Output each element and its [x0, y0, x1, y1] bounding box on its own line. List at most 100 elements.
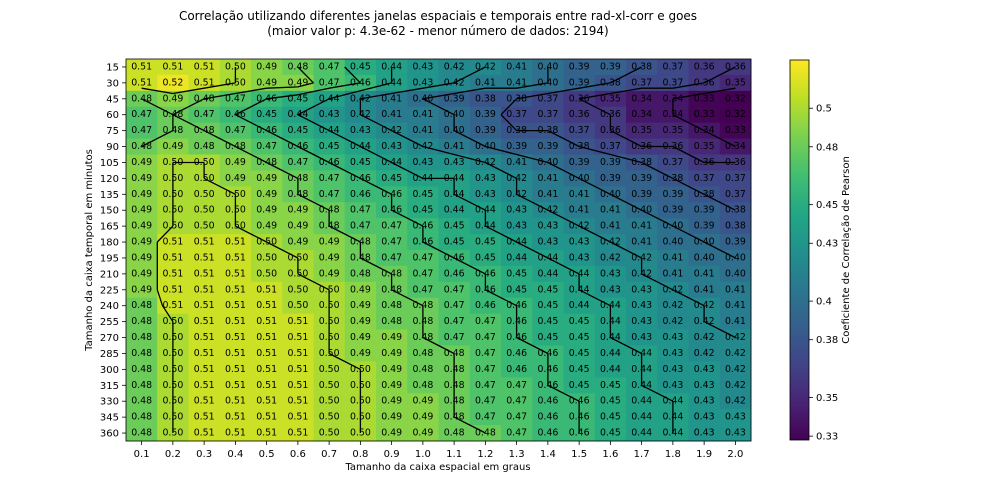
cell-value-label: 0.50 [194, 205, 215, 216]
heatmap-cell [594, 409, 627, 426]
cell-value-label: 0.46 [569, 396, 590, 407]
cell-value-label: 0.44 [319, 93, 340, 104]
cell-value-label: 0.42 [725, 332, 746, 343]
cell-value-label: 0.41 [694, 268, 715, 279]
heatmap-cell [407, 409, 439, 426]
cell-value-label: 0.34 [662, 93, 683, 104]
heatmap-cell [626, 122, 658, 139]
cell-value-label: 0.42 [600, 237, 621, 248]
heatmap-cell [376, 393, 408, 410]
cell-value-label: 0.49 [131, 252, 152, 263]
y-tick-label: 30 [106, 78, 119, 89]
heatmap-cell [532, 186, 564, 203]
heatmap-cell [438, 297, 471, 315]
heatmap-cell [219, 361, 252, 378]
cell-value-label: 0.39 [600, 157, 621, 168]
x-tick-label: 0.9 [384, 449, 400, 460]
heatmap-cell [282, 218, 314, 235]
y-axis-label: Tamanho da caixa temporal em minutos [84, 149, 95, 352]
cell-value-label: 0.44 [631, 428, 652, 439]
cell-value-label: 0.49 [350, 316, 371, 327]
colorbar-ticks: 0.33 0.35 0.38 0.4 0.43 0.45 0.48 0.5 [809, 104, 838, 443]
heatmap-cell [719, 154, 752, 171]
heatmap-cell [469, 122, 502, 139]
heatmap-cell [251, 393, 283, 410]
contour-line [141, 67, 362, 433]
cell-value-label: 0.51 [225, 332, 246, 343]
cell-value-label: 0.44 [381, 157, 402, 168]
heatmap-cell [282, 154, 314, 171]
cell-value-label: 0.45 [350, 157, 371, 168]
heatmap-cell [719, 90, 752, 108]
y-tick-label: 150 [100, 206, 119, 217]
cell-value-label: 0.50 [225, 61, 246, 72]
heatmap-cell [532, 138, 564, 155]
heatmap-cell [219, 265, 252, 283]
cell-value-label: 0.47 [319, 77, 340, 88]
heatmap-cell [657, 234, 689, 251]
heatmap-cell [313, 250, 346, 267]
cell-value-label: 0.49 [412, 396, 433, 407]
cell-value-label: 0.43 [725, 428, 746, 439]
heatmap-cell [563, 122, 596, 139]
cell-value-label: 0.48 [287, 173, 308, 184]
heatmap-cell [626, 74, 658, 92]
heatmap-cell [219, 250, 252, 267]
cell-value-label: 0.50 [319, 412, 340, 423]
heatmap-cell [126, 281, 158, 299]
heatmap-cell [188, 345, 221, 362]
heatmap-cell [376, 313, 408, 330]
cell-value-label: 0.49 [412, 428, 433, 439]
cell-value-label: 0.50 [194, 221, 215, 232]
heatmap-cell [657, 425, 689, 442]
heatmap-cell [251, 361, 283, 378]
plot-frame [125, 58, 752, 442]
heatmap-cell [282, 90, 314, 108]
cell-value-label: 0.45 [506, 268, 527, 279]
cell-value-label: 0.43 [694, 364, 715, 375]
cell-value-label: 0.41 [475, 77, 496, 88]
cell-value-label: 0.39 [506, 141, 527, 152]
heatmap-cell [688, 265, 721, 283]
heatmap-cell [313, 106, 346, 124]
heatmap-cell [626, 90, 658, 108]
cell-value-label: 0.46 [350, 77, 371, 88]
cell-value-label: 0.45 [569, 364, 590, 375]
heatmap-cell [688, 59, 721, 76]
cell-value-label: 0.51 [194, 61, 215, 72]
heatmap-cell [157, 138, 189, 155]
heatmap-cell [688, 281, 721, 299]
x-tick-label: 1.0 [415, 449, 431, 460]
heatmap-cell [251, 106, 283, 124]
heatmap-cell [438, 425, 471, 442]
cell-value-label: 0.46 [506, 348, 527, 359]
heatmap-cell [594, 170, 627, 187]
heatmap-cell [657, 313, 689, 330]
cell-value-label: 0.43 [569, 237, 590, 248]
cell-value-label: 0.48 [194, 125, 215, 136]
heatmap-cell [469, 345, 502, 362]
heatmap-cell [376, 297, 408, 315]
cell-value-label: 0.52 [162, 77, 183, 88]
y-tick-label: 210 [100, 269, 119, 280]
cell-value-label: 0.43 [662, 332, 683, 343]
cell-value-label: 0.41 [725, 300, 746, 311]
cell-value-label: 0.48 [412, 332, 433, 343]
heatmap-cell [469, 297, 502, 315]
heatmap-cell [688, 218, 721, 235]
heatmap-cell [219, 313, 252, 330]
cell-value-label: 0.42 [475, 61, 496, 72]
cell-value-label: 0.51 [131, 77, 152, 88]
heatmap-cell [688, 425, 721, 442]
cell-value-label: 0.51 [287, 428, 308, 439]
heatmap-cell [626, 329, 658, 346]
cell-value-label: 0.40 [475, 141, 496, 152]
heatmap-cell [501, 345, 533, 362]
cell-value-label: 0.51 [225, 268, 246, 279]
heatmap-cell [626, 218, 658, 235]
cell-value-label: 0.51 [194, 268, 215, 279]
heatmap-cell [594, 265, 627, 283]
cell-value-label: 0.48 [412, 300, 433, 311]
cell-value-label: 0.39 [662, 189, 683, 200]
y-tick-label: 285 [100, 349, 119, 360]
